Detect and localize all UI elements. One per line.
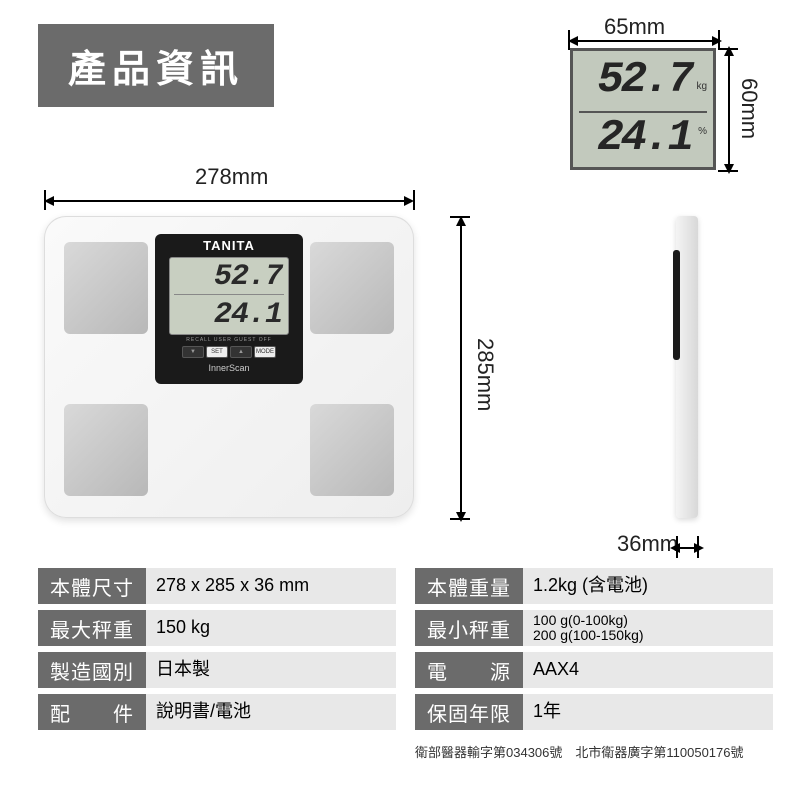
spec-row: 製造國別日本製 xyxy=(38,652,396,688)
button-labels: RECALL USER GUEST OFF xyxy=(159,337,299,343)
spec-label: 本體尺寸 xyxy=(38,568,146,604)
innerscan-label: InnerScan xyxy=(159,363,299,373)
electrode-pad xyxy=(64,242,148,334)
spec-value: 1年 xyxy=(523,694,773,730)
arrow-icon xyxy=(694,543,704,553)
tick xyxy=(568,30,570,50)
spec-label: 本體重量 xyxy=(415,568,523,604)
panel-button[interactable]: ▼ xyxy=(182,346,204,358)
panel-button[interactable]: ▲ xyxy=(230,346,252,358)
tick xyxy=(413,190,415,210)
spec-row: 最小秤重100 g(0-100kg)200 g(100-150kg) xyxy=(415,610,773,646)
panel-button[interactable]: SET xyxy=(206,346,228,358)
panel-button[interactable]: MODE xyxy=(254,346,276,358)
spec-label: 最大秤重 xyxy=(38,610,146,646)
arrow-icon xyxy=(724,164,734,174)
arrow-icon xyxy=(456,512,466,522)
lcd-divider xyxy=(174,294,285,295)
footnote: 衛部醫器輸字第034306號 北市衛器廣字第110050176號 xyxy=(415,742,744,761)
electrode-pad xyxy=(310,404,394,496)
side-panel xyxy=(673,250,680,360)
spec-row: 本體尺寸278 x 285 x 36 mm xyxy=(38,568,396,604)
tick xyxy=(697,536,699,558)
arrow-icon xyxy=(44,196,54,206)
header-title: 產品資訊 xyxy=(38,24,274,107)
spec-table-left: 本體尺寸278 x 285 x 36 mm最大秤重150 kg製造國別日本製配 … xyxy=(38,568,396,736)
brand-label: TANITA xyxy=(159,238,299,253)
lcd-weight: 52.7 xyxy=(214,260,282,294)
tick xyxy=(450,518,470,520)
arrow-icon xyxy=(568,36,578,46)
spec-value: 日本製 xyxy=(146,652,396,688)
spec-value: AAX4 xyxy=(523,652,773,688)
dim-height-label: 285mm xyxy=(472,338,498,411)
lcd-unit-pct: % xyxy=(698,126,707,137)
spec-table-right: 本體重量1.2kg (含電池)最小秤重100 g(0-100kg)200 g(1… xyxy=(415,568,773,736)
spec-row: 保固年限1年 xyxy=(415,694,773,730)
spec-value: 1.2kg (含電池) xyxy=(523,568,773,604)
tick xyxy=(676,536,678,558)
spec-row: 配 件說明書/電池 xyxy=(38,694,396,730)
lcd-unit-kg: kg xyxy=(696,81,707,92)
spec-label: 電 源 xyxy=(415,652,523,688)
arrow-icon xyxy=(456,216,466,226)
button-row: ▼ SET ▲ MODE xyxy=(159,346,299,358)
lcd-small: 52.7 24.1 xyxy=(169,257,289,335)
dim-height-line xyxy=(460,222,462,518)
electrode-pad xyxy=(64,404,148,496)
arrow-icon xyxy=(670,543,680,553)
control-panel: TANITA 52.7 24.1 RECALL USER GUEST OFF ▼… xyxy=(155,234,303,384)
spec-row: 本體重量1.2kg (含電池) xyxy=(415,568,773,604)
dim-lcd-w-label: 65mm xyxy=(604,14,665,40)
spec-row: 最大秤重150 kg xyxy=(38,610,396,646)
tick xyxy=(718,170,738,172)
lcd-fat: 24.1 xyxy=(214,298,282,332)
tick xyxy=(450,216,470,218)
spec-label: 保固年限 xyxy=(415,694,523,730)
scale-front-view: TANITA 52.7 24.1 RECALL USER GUEST OFF ▼… xyxy=(44,216,414,518)
spec-value: 278 x 285 x 36 mm xyxy=(146,568,396,604)
dim-depth-label: 36mm xyxy=(617,531,678,557)
spec-label: 最小秤重 xyxy=(415,610,523,646)
tick xyxy=(44,190,46,210)
scale-side-view xyxy=(676,216,698,518)
lcd-large: 52.7 kg 24.1 % xyxy=(570,48,716,170)
spec-value: 150 kg xyxy=(146,610,396,646)
lcd-big-weight: 52.7 xyxy=(597,55,691,105)
spec-label: 配 件 xyxy=(38,694,146,730)
spec-value: 100 g(0-100kg)200 g(100-150kg) xyxy=(523,610,773,646)
dim-width-label: 278mm xyxy=(195,164,268,190)
dim-width-line xyxy=(48,200,410,202)
spec-row: 電 源AAX4 xyxy=(415,652,773,688)
dim-line xyxy=(572,40,718,42)
arrow-icon xyxy=(712,36,722,46)
dim-line xyxy=(728,50,730,170)
spec-value: 說明書/電池 xyxy=(146,694,396,730)
lcd-big-fat: 24.1 xyxy=(597,113,691,163)
tick xyxy=(718,48,738,50)
tick xyxy=(718,30,720,50)
electrode-pad xyxy=(310,242,394,334)
dim-lcd-h-label: 60mm xyxy=(736,78,762,139)
spec-label: 製造國別 xyxy=(38,652,146,688)
